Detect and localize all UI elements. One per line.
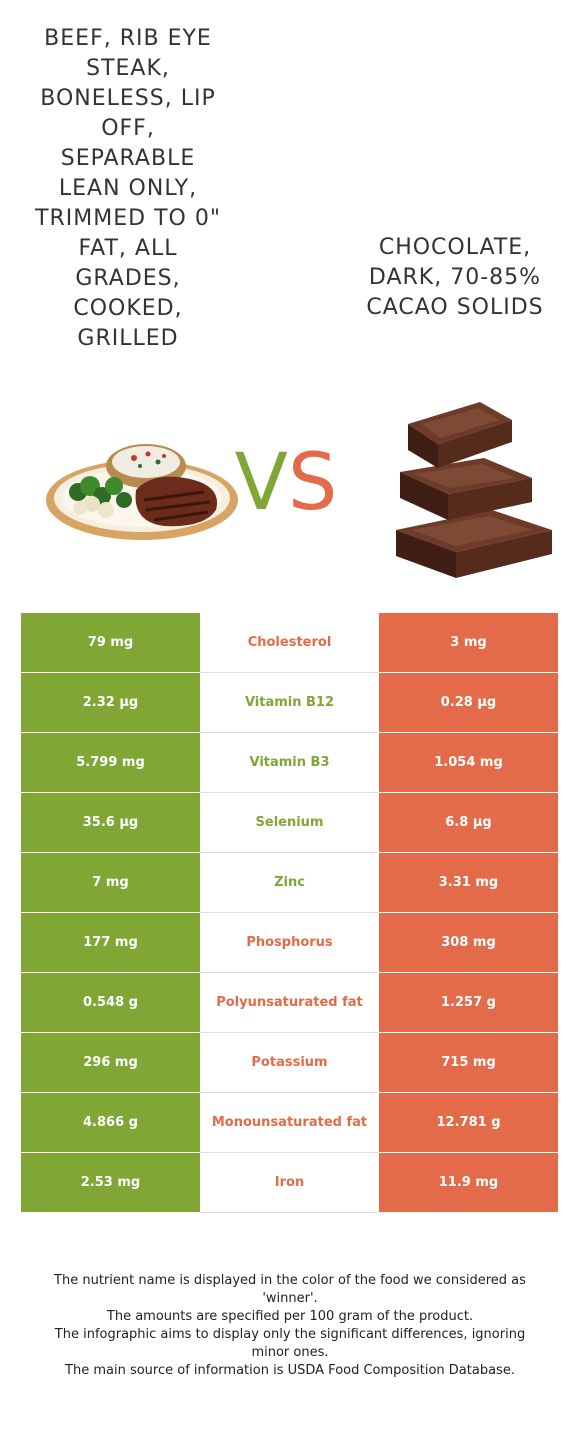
footer-notes: The nutrient name is displayed in the co… bbox=[40, 1272, 540, 1380]
left-value: 35.6 µg bbox=[21, 792, 200, 853]
footer-note: The infographic aims to display only the… bbox=[54, 1327, 526, 1360]
table-row: 35.6 µg Selenium 6.8 µg bbox=[21, 792, 558, 853]
right-value: 12.781 g bbox=[379, 1092, 558, 1153]
left-value: 4.866 g bbox=[21, 1092, 200, 1153]
left-value: 0.548 g bbox=[21, 972, 200, 1033]
right-value: 715 mg bbox=[379, 1032, 558, 1093]
vs-label: VS bbox=[221, 438, 351, 528]
right-value: 6.8 µg bbox=[379, 792, 558, 853]
table-row: 2.53 mg Iron 11.9 mg bbox=[21, 1152, 558, 1213]
right-value: 308 mg bbox=[379, 912, 558, 973]
nutrient-name: Cholesterol bbox=[200, 613, 379, 673]
left-value: 2.32 µg bbox=[21, 672, 200, 733]
table-row: 0.548 g Polyunsaturated fat 1.257 g bbox=[21, 972, 558, 1033]
right-food-title: CHOCOLATE, DARK, 70-85% CACAO SOLIDS bbox=[366, 235, 544, 320]
nutrient-name: Zinc bbox=[200, 852, 379, 913]
nutrient-name: Iron bbox=[200, 1152, 379, 1213]
footer-note: The main source of information is USDA F… bbox=[65, 1363, 515, 1378]
left-value: 79 mg bbox=[21, 613, 200, 673]
nutrient-name: Vitamin B12 bbox=[200, 672, 379, 733]
right-value: 11.9 mg bbox=[379, 1152, 558, 1213]
right-value: 1.257 g bbox=[379, 972, 558, 1033]
table-row: 4.866 g Monounsaturated fat 12.781 g bbox=[21, 1092, 558, 1153]
nutrient-name: Potassium bbox=[200, 1032, 379, 1093]
nutrient-name: Monounsaturated fat bbox=[200, 1092, 379, 1153]
nutrient-name: Polyunsaturated fat bbox=[200, 972, 379, 1033]
left-value: 7 mg bbox=[21, 852, 200, 913]
left-value: 177 mg bbox=[21, 912, 200, 973]
left-value: 2.53 mg bbox=[21, 1152, 200, 1213]
steak-plate-image bbox=[46, 444, 238, 540]
nutrient-name: Phosphorus bbox=[200, 912, 379, 973]
vs-s: S bbox=[287, 438, 338, 528]
table-row: 79 mg Cholesterol 3 mg bbox=[21, 613, 558, 673]
right-value: 1.054 mg bbox=[379, 732, 558, 793]
table-row: 5.799 mg Vitamin B3 1.054 mg bbox=[21, 732, 558, 793]
table-row: 7 mg Zinc 3.31 mg bbox=[21, 852, 558, 913]
right-value: 0.28 µg bbox=[379, 672, 558, 733]
left-food-title: BEEF, RIB EYE STEAK, BONELESS, LIP OFF, … bbox=[35, 26, 221, 351]
table-row: 2.32 µg Vitamin B12 0.28 µg bbox=[21, 672, 558, 733]
right-value: 3 mg bbox=[379, 613, 558, 673]
vs-v: V bbox=[234, 438, 288, 528]
nutrient-name: Vitamin B3 bbox=[200, 732, 379, 793]
footer-note: The amounts are specified per 100 gram o… bbox=[106, 1309, 474, 1324]
table-row: 296 mg Potassium 715 mg bbox=[21, 1032, 558, 1093]
right-value: 3.31 mg bbox=[379, 852, 558, 913]
table-row: 177 mg Phosphorus 308 mg bbox=[21, 912, 558, 973]
nutrient-name: Selenium bbox=[200, 792, 379, 853]
footer-note: The nutrient name is displayed in the co… bbox=[54, 1273, 526, 1306]
chocolate-image bbox=[396, 402, 552, 578]
left-value: 296 mg bbox=[21, 1032, 200, 1093]
left-value: 5.799 mg bbox=[21, 732, 200, 793]
nutrient-comparison-table: 79 mg Cholesterol 3 mg 2.32 µg Vitamin B… bbox=[21, 613, 558, 1213]
